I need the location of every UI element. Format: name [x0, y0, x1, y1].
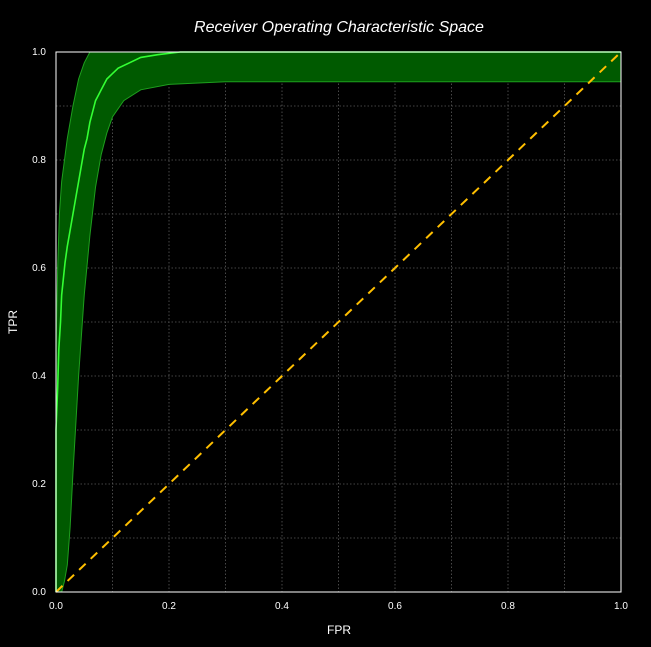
series-layer: [55, 51, 622, 593]
y-axis-label: TPR: [6, 310, 20, 334]
y-tick-label: 0.2: [32, 479, 46, 490]
y-tick-label: 0.0: [32, 587, 46, 598]
y-tick-label: 0.8: [32, 155, 46, 166]
diagonal-reference-line: [55, 51, 622, 593]
y-tick-label: 1.0: [32, 47, 46, 58]
y-tick-label: 0.4: [32, 371, 46, 382]
x-tick-labels: 0.0 0.2 0.4 0.6 0.8 1.0: [49, 601, 628, 612]
x-tick-label: 0.8: [501, 601, 515, 612]
x-axis-label: FPR: [327, 623, 351, 637]
x-tick-label: 1.0: [614, 601, 628, 612]
y-tick-label: 0.6: [32, 263, 46, 274]
x-tick-label: 0.6: [388, 601, 402, 612]
x-tick-label: 0.4: [275, 601, 289, 612]
chart-title: Receiver Operating Characteristic Space: [194, 19, 484, 36]
x-tick-label: 0.2: [162, 601, 176, 612]
roc-curve: [55, 51, 621, 592]
x-tick-label: 0.0: [49, 601, 63, 612]
y-tick-labels: 0.0 0.2 0.4 0.6 0.8 1.0: [32, 47, 46, 598]
plot-frame: [55, 51, 622, 593]
